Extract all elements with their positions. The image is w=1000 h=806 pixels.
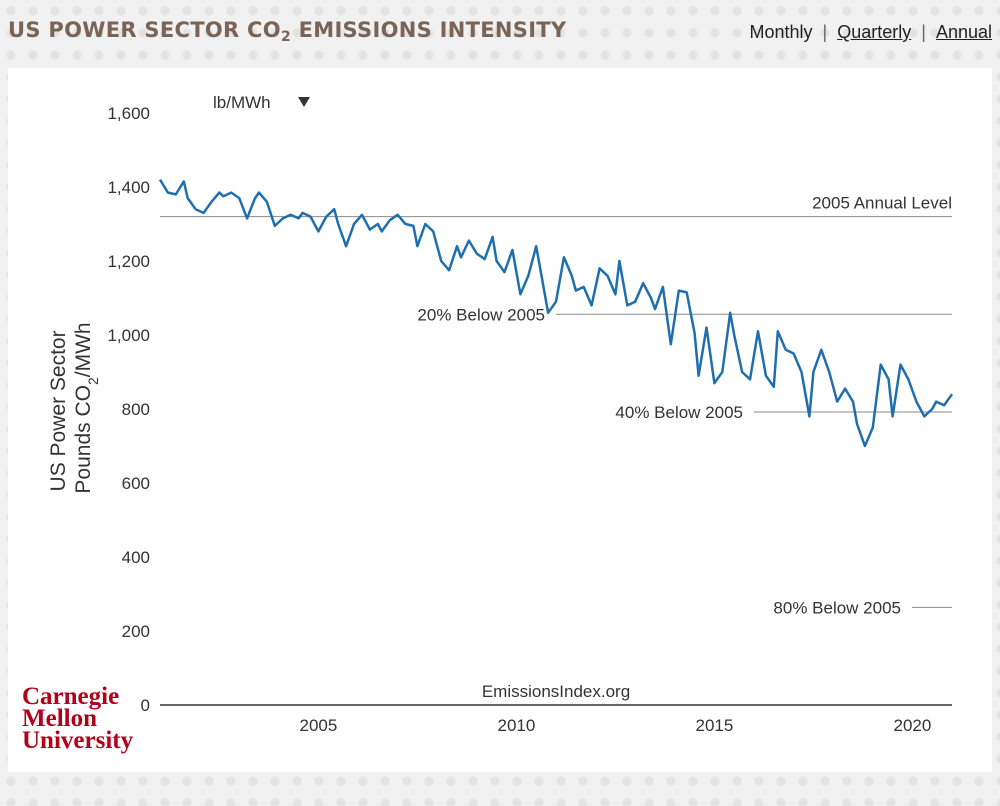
y-axis-label-prefix: Pounds CO [72, 385, 95, 494]
period-option-monthly[interactable]: Monthly [749, 22, 813, 42]
period-selector: Monthly | Quarterly | Annual [750, 22, 993, 43]
page-title: US POWER SECTOR CO2 EMISSIONS INTENSITY [8, 18, 567, 45]
y-axis-label-suffix: /MWh [72, 322, 95, 377]
x-tick-label: 2005 [299, 716, 337, 735]
y-tick-label: 800 [122, 400, 150, 419]
reference-line-label: 40% Below 2005 [615, 403, 743, 422]
y-tick-label: 1,400 [107, 178, 150, 197]
series-line-monthly [158, 178, 954, 448]
logo-line: University [22, 727, 134, 754]
y-tick-label: 1,000 [107, 326, 150, 345]
reference-line-label: 20% Below 2005 [417, 305, 545, 324]
title-prefix: US POWER SECTOR CO [8, 18, 281, 42]
title-suffix: EMISSIONS INTENSITY [290, 18, 567, 42]
reference-line-label: 80% Below 2005 [773, 598, 901, 617]
chart-panel: 2005 Annual Level 20% Below 2005 40% Below… [8, 68, 992, 772]
logo-line: Mellon [22, 705, 97, 732]
y-axis-label-line2: Pounds CO2/MWh [72, 322, 101, 493]
period-separator: | [822, 22, 828, 42]
y-tick-label: 400 [122, 548, 150, 567]
title-subscript: 2 [280, 29, 291, 45]
triangle-down-icon[interactable] [298, 97, 310, 107]
y-tick-label: 200 [122, 622, 150, 641]
logo-line: Carnegie [22, 683, 120, 710]
y-tick-label: 600 [122, 474, 150, 493]
y-axis-label-subscript: 2 [85, 377, 101, 385]
period-option-quarterly[interactable]: Quarterly [837, 22, 912, 42]
x-tick-label: 2015 [695, 716, 733, 735]
y-axis-label-line1: US Power Sector [47, 330, 70, 491]
y-axis-label: US Power Sector Pounds CO2/MWh [47, 322, 101, 493]
y-tick-label: 1,200 [107, 252, 150, 271]
y-tick-label: 1,600 [107, 104, 150, 123]
period-separator: | [921, 22, 926, 42]
period-option-annual[interactable]: Annual [935, 22, 992, 42]
unit-selector[interactable]: lb/MWh [213, 93, 310, 112]
cmu-logo: Carnegie Mellon University [22, 683, 134, 754]
y-tick-label: 0 [141, 696, 150, 715]
reference-line-label: 2005 Annual Level [812, 194, 952, 213]
watermark: EmissionsIndex.org [482, 682, 630, 701]
x-tick-label: 2010 [497, 716, 535, 735]
unit-selector-label[interactable]: lb/MWh [213, 93, 271, 112]
emissions-chart: 2005 Annual Level 20% Below 2005 40% Below… [47, 93, 954, 735]
x-tick-label: 2020 [893, 716, 931, 735]
